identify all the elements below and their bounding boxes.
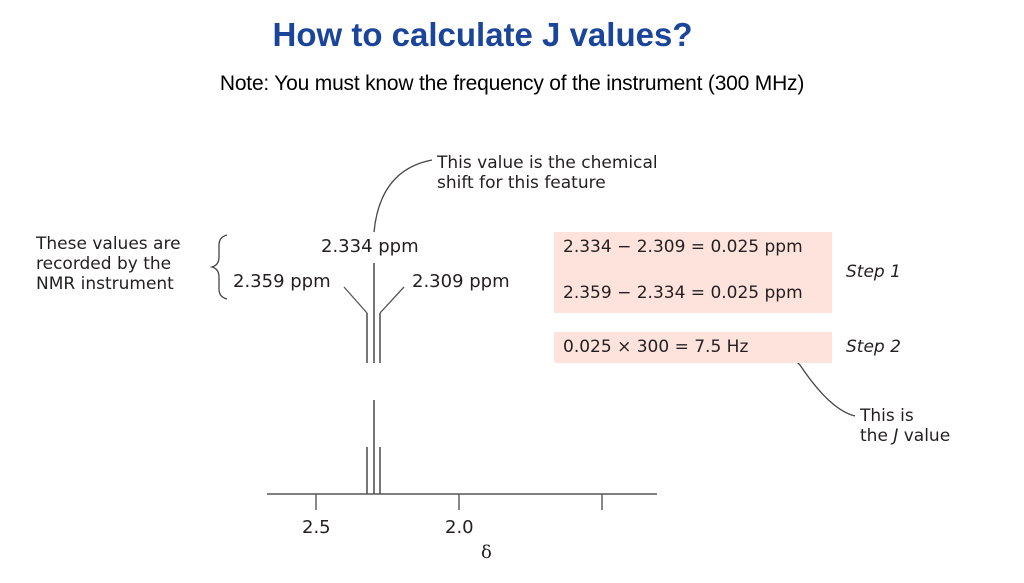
step2-box: 0.025 × 300 = 7.5 Hz [554, 332, 832, 363]
page-title: How to calculate J values? [272, 16, 693, 53]
step2-label: Step 2 [846, 337, 901, 357]
step1-label: Step 1 [846, 262, 901, 282]
frequency-note: Note: You must know the frequency of the… [219, 72, 805, 95]
chemical-shift-label: This value is the chemical shift for thi… [437, 153, 658, 193]
x-axis-label: δ [481, 542, 492, 563]
j-value-label: This is the J value [860, 406, 951, 446]
peak-label-right: 2.309 ppm [412, 271, 510, 292]
step2-equation: 0.025 × 300 = 7.5 Hz [563, 337, 749, 357]
brace-icon [209, 234, 228, 300]
step1-box: 2.334 − 2.309 = 0.025 ppm 2.359 − 2.334 … [554, 232, 832, 313]
peak-label-center: 2.334 ppm [321, 236, 419, 257]
step1-equation-2: 2.359 − 2.334 = 0.025 ppm [563, 283, 803, 303]
tick-label-2.5: 2.5 [302, 517, 331, 538]
recorded-values-label: These values are recorded by the NMR ins… [36, 234, 181, 294]
chemical-shift-connector [373, 159, 433, 233]
tick-label-2.0: 2.0 [445, 517, 474, 538]
peak-label-left: 2.359 ppm [233, 271, 331, 292]
step1-equation-1: 2.334 − 2.309 = 0.025 ppm [563, 237, 803, 257]
